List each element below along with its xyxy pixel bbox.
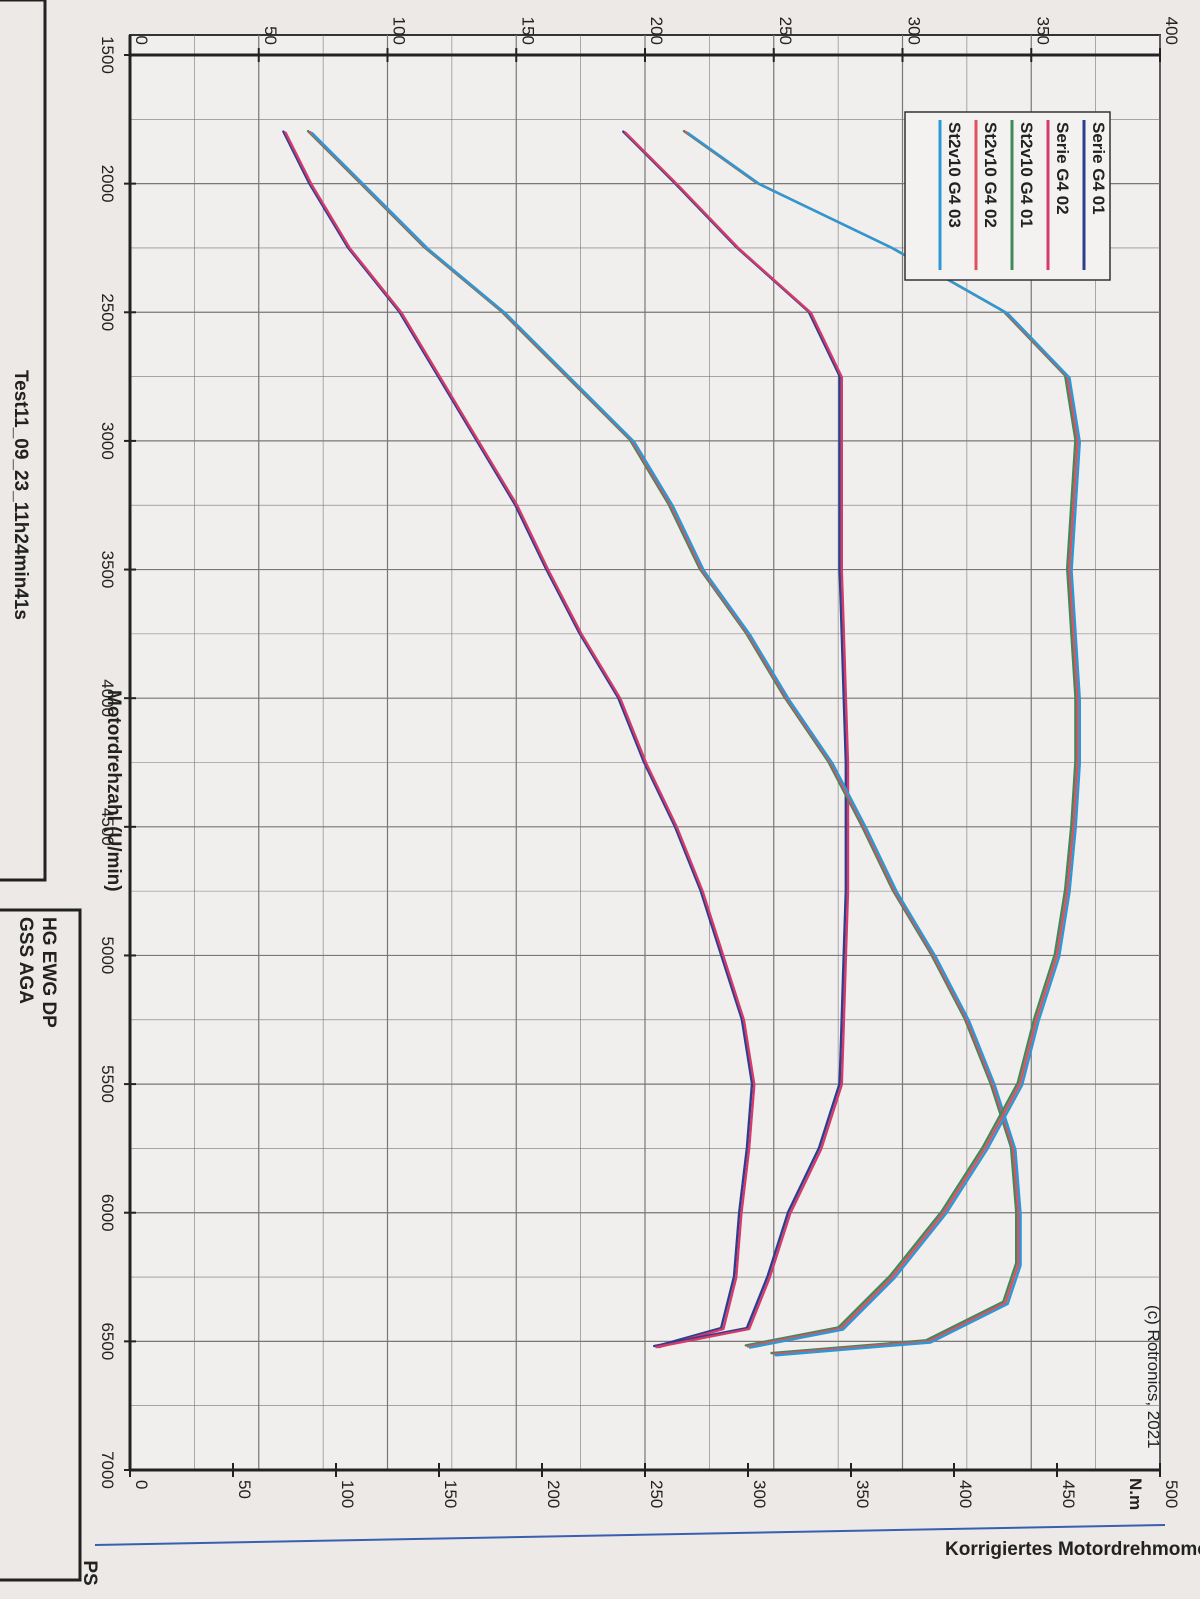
torque-tick-label: 0 — [132, 1480, 151, 1489]
legend: Serie G4 01 Serie G4 02 St2v10 G4 01 St2v10… — [904, 111, 1111, 281]
x-tick-label: 3000 — [98, 422, 117, 460]
power-axis-unit: PS — [79, 1560, 100, 1585]
torque-tick-label: 350 — [853, 1480, 872, 1508]
x-tick-label: 3500 — [98, 551, 117, 589]
legend-entry: Serie G4 02 — [1053, 122, 1072, 215]
torque-axis-title: Korrigiertes Motordrehmoment — [945, 1539, 1200, 1560]
power-tick-label: 350 — [1033, 17, 1052, 45]
x-tick-label: 6000 — [98, 1194, 117, 1232]
x-tick-label: 5000 — [98, 937, 117, 975]
torque-tick-label: 200 — [544, 1480, 563, 1508]
legend-entry: St2v10 G4 01 — [1017, 122, 1036, 228]
torque-tick-label: 500 — [1162, 1480, 1181, 1508]
x-tick-label: 2000 — [98, 165, 117, 203]
torque-tick-label: 50 — [235, 1480, 254, 1499]
series-lines — [282, 129, 1082, 1357]
series-torque-serie-g4-02 — [624, 131, 850, 1349]
torque-tick-label: 100 — [338, 1480, 357, 1508]
x-tick-label: 6500 — [98, 1322, 117, 1360]
footer-variant: HG EWG DP — [38, 917, 59, 1028]
series-power-serie-g4-01 — [282, 130, 754, 1348]
power-tick-label: 50 — [261, 26, 280, 45]
paper-rule — [94, 1524, 1166, 1546]
x-tick-label: 2500 — [98, 293, 117, 331]
x-tick-label: 4500 — [98, 808, 117, 846]
legend-entry: Serie G4 01 — [1089, 122, 1108, 215]
torque-tick-label: 400 — [956, 1480, 975, 1508]
footer-variant-line2: GSS AGA — [15, 917, 36, 1004]
x-tick-label: 7000 — [98, 1451, 117, 1489]
series-torque-st2v10-g4-03 — [687, 132, 1082, 1349]
torque-tick-label: 450 — [1059, 1480, 1078, 1508]
torque-tick-label: 150 — [441, 1480, 460, 1508]
x-tick-label: 4000 — [98, 679, 117, 717]
power-tick-label: 200 — [647, 17, 666, 45]
legend-box — [904, 111, 1111, 281]
legend-entry: St2v10 G4 03 — [945, 122, 964, 228]
x-tick-label: 1500 — [98, 36, 117, 74]
torque-tick-label: 300 — [750, 1480, 769, 1508]
power-tick-label: 150 — [518, 17, 537, 45]
power-tick-label: 250 — [776, 17, 795, 45]
series-power-serie-g4-02 — [284, 131, 756, 1349]
copyright-label: (c) Rotronics, 2021 — [1144, 1305, 1163, 1449]
power-tick-label: 400 — [1162, 17, 1181, 45]
series-torque-serie-g4-01 — [622, 130, 847, 1348]
power-tick-label: 0 — [132, 36, 151, 45]
axes: 1500200025003000350040004500500055006000… — [98, 17, 1181, 1509]
x-axis-title: Motordrehzahl (U/min) — [103, 690, 124, 892]
series-power-st2v10-g4-03 — [311, 132, 1022, 1357]
power-tick-label: 300 — [905, 17, 924, 45]
legend-entry: St2v10 G4 02 — [981, 122, 1000, 228]
torque-tick-label: 250 — [647, 1480, 666, 1508]
x-tick-label: 5500 — [98, 1065, 117, 1103]
footer: Test11_09_23_11h24min41s HG EWG DP GSS A… — [0, 0, 82, 1582]
power-tick-label: 100 — [390, 17, 409, 45]
footer-test-id: Test11_09_23_11h24min41s — [10, 370, 31, 620]
torque-axis-unit: N.m — [1126, 1478, 1145, 1510]
